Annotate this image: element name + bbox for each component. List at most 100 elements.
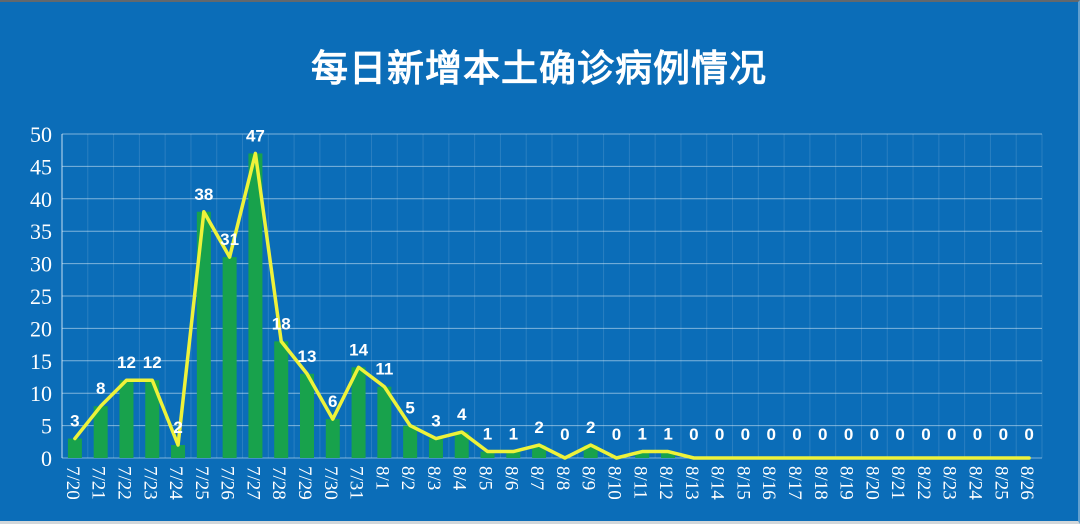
bar	[93, 406, 108, 458]
x-tick-label: 8/24	[965, 466, 986, 500]
value-label: 1	[509, 425, 518, 444]
value-label: 1	[663, 425, 672, 444]
x-tick-label: 8/13	[681, 466, 702, 500]
y-tick-label: 5	[41, 414, 52, 439]
value-label: 8	[96, 379, 105, 398]
bar	[480, 451, 495, 458]
y-tick-label: 20	[30, 316, 52, 341]
value-label: 12	[117, 353, 136, 372]
value-label: 5	[405, 399, 414, 418]
y-tick-label: 35	[30, 219, 52, 244]
value-label: 0	[947, 425, 956, 444]
value-label: 3	[70, 412, 79, 431]
x-tick-label: 8/25	[990, 466, 1011, 500]
bar	[506, 451, 521, 458]
x-tick-label: 7/28	[268, 466, 289, 500]
value-label: 13	[298, 347, 317, 366]
value-label: 0	[895, 425, 904, 444]
bar	[635, 451, 650, 458]
value-label: 4	[457, 405, 467, 424]
value-label: 0	[999, 425, 1008, 444]
x-tick-label: 8/18	[810, 466, 831, 500]
bar	[67, 438, 82, 458]
x-tick-label: 8/20	[861, 466, 882, 500]
bar	[171, 445, 186, 458]
x-tick-label: 8/12	[655, 466, 676, 500]
x-tick-label: 7/27	[242, 466, 263, 500]
bar	[222, 257, 237, 458]
bar	[119, 380, 134, 458]
value-label: 0	[818, 425, 827, 444]
value-label: 38	[194, 185, 213, 204]
x-tick-label: 8/9	[578, 466, 599, 490]
value-label: 6	[328, 392, 337, 411]
bar	[428, 438, 443, 458]
x-tick-label: 8/23	[939, 466, 960, 500]
x-tick-label: 8/16	[758, 466, 779, 500]
trend-line	[73, 151, 1031, 460]
bar	[454, 432, 469, 458]
x-tick-label: 8/2	[397, 466, 418, 490]
value-label: 31	[220, 230, 239, 249]
x-tick-label: 8/15	[732, 466, 753, 500]
y-tick-label: 45	[30, 154, 52, 179]
x-tick-label: 8/14	[707, 466, 728, 500]
bar	[300, 373, 314, 458]
bar	[274, 341, 289, 458]
x-tick-label: 8/21	[887, 466, 908, 500]
bar	[248, 153, 263, 458]
y-tick-label: 10	[30, 381, 52, 406]
x-tick-label: 8/6	[500, 466, 521, 490]
x-tick-label: 7/20	[62, 466, 83, 500]
x-tick-label: 8/3	[423, 466, 444, 490]
value-label: 0	[792, 425, 801, 444]
x-tick-label: 7/30	[320, 466, 341, 500]
x-tick-label: 7/21	[88, 466, 109, 500]
value-label: 47	[246, 126, 265, 145]
y-tick-label: 30	[30, 252, 52, 277]
y-tick-label: 0	[41, 446, 52, 471]
bar	[351, 367, 366, 458]
x-tick-label: 8/10	[603, 466, 624, 500]
x-tick-label: 7/23	[139, 466, 160, 500]
value-label: 1	[483, 425, 492, 444]
value-label: 0	[612, 425, 621, 444]
x-tick-label: 8/5	[475, 466, 496, 490]
value-label: 0	[1024, 425, 1033, 444]
value-label: 0	[741, 425, 750, 444]
x-tick-label: 8/4	[449, 466, 470, 491]
bar	[325, 419, 340, 458]
bar	[661, 451, 676, 458]
x-tick-label: 8/22	[913, 466, 934, 500]
x-tick-label: 8/26	[1016, 466, 1037, 500]
value-label: 2	[534, 418, 543, 437]
value-label: 0	[921, 425, 930, 444]
x-tick-label: 7/22	[113, 466, 134, 500]
value-label: 0	[689, 425, 698, 444]
value-label: 0	[715, 425, 724, 444]
chart-title: 每日新增本土确诊病例情况	[311, 48, 767, 89]
x-tick-label: 8/8	[552, 466, 573, 490]
value-label: 0	[844, 425, 853, 444]
x-tick-label: 8/7	[526, 466, 547, 490]
y-tick-label: 15	[30, 349, 52, 374]
value-label: 0	[766, 425, 775, 444]
value-label: 2	[173, 418, 182, 437]
y-tick-label: 50	[30, 122, 52, 147]
x-tick-label: 8/1	[371, 466, 392, 490]
y-tick-label: 40	[30, 187, 52, 212]
x-tick-label: 7/31	[346, 466, 367, 500]
value-label: 18	[272, 314, 291, 333]
value-label: 11	[375, 360, 393, 379]
bar	[196, 211, 211, 458]
bar	[145, 380, 160, 458]
value-label: 0	[560, 425, 569, 444]
value-label: 0	[870, 425, 879, 444]
x-tick-label: 7/25	[191, 466, 212, 500]
value-label: 0	[973, 425, 982, 444]
x-tick-label: 7/24	[165, 466, 186, 500]
value-label: 1	[638, 425, 647, 444]
y-tick-label: 25	[30, 284, 52, 309]
